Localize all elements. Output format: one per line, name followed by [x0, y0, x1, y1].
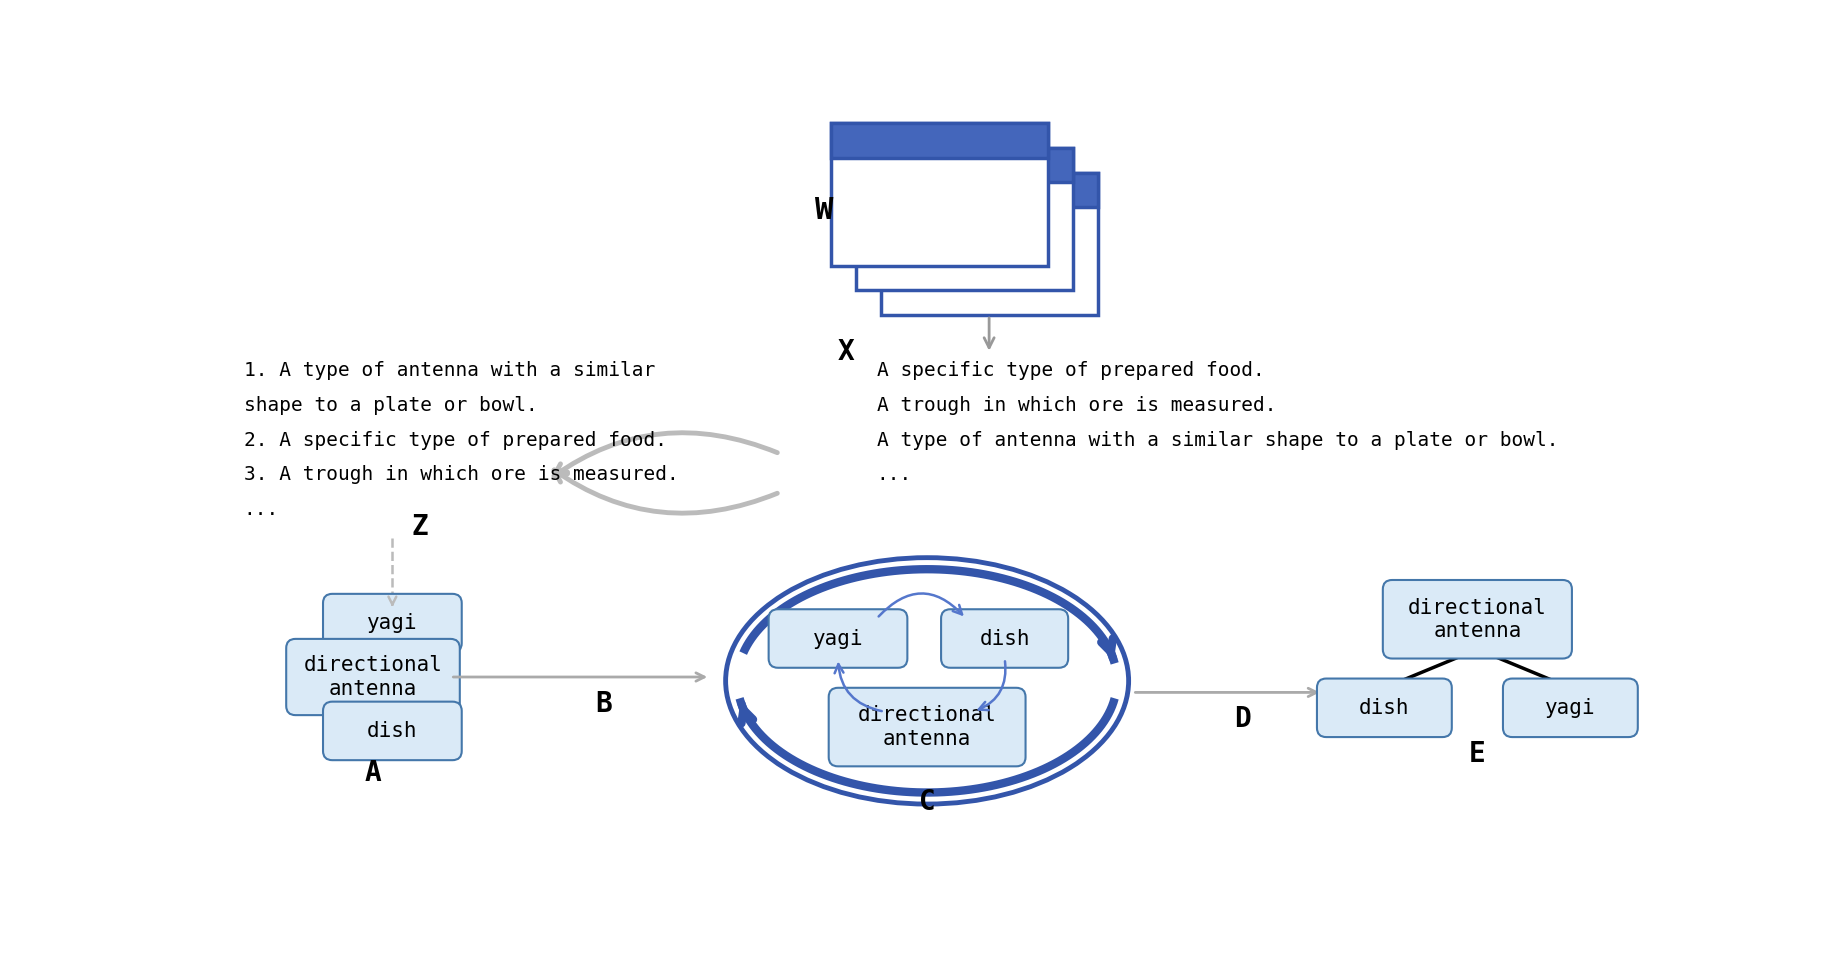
- Text: 2. A specific type of prepared food.: 2. A specific type of prepared food.: [244, 431, 667, 449]
- Bar: [830, 123, 1049, 157]
- Text: ...: ...: [876, 466, 911, 484]
- FancyBboxPatch shape: [1317, 679, 1451, 737]
- Text: B: B: [595, 689, 612, 717]
- Text: A: A: [364, 759, 382, 787]
- FancyBboxPatch shape: [1383, 580, 1572, 658]
- FancyBboxPatch shape: [941, 609, 1067, 668]
- Text: A type of antenna with a similar shape to a plate or bowl.: A type of antenna with a similar shape t…: [876, 431, 1558, 449]
- Text: yagi: yagi: [367, 613, 417, 633]
- FancyBboxPatch shape: [323, 594, 461, 653]
- Text: W: W: [816, 196, 834, 225]
- Text: yagi: yagi: [812, 629, 863, 649]
- FancyBboxPatch shape: [323, 702, 461, 761]
- Text: Z: Z: [411, 513, 428, 541]
- Ellipse shape: [726, 557, 1128, 804]
- Text: C: C: [918, 789, 935, 817]
- Text: directional
antenna: directional antenna: [303, 656, 443, 699]
- Text: A specific type of prepared food.: A specific type of prepared food.: [876, 362, 1264, 381]
- Text: directional
antenna: directional antenna: [858, 706, 996, 749]
- FancyBboxPatch shape: [287, 639, 459, 715]
- Text: dish: dish: [979, 629, 1031, 649]
- Text: dish: dish: [1359, 698, 1409, 718]
- Bar: [880, 173, 1099, 207]
- Text: D: D: [1234, 705, 1251, 733]
- Bar: [856, 148, 1073, 182]
- Text: A trough in which ore is measured.: A trough in which ore is measured.: [876, 396, 1277, 415]
- FancyBboxPatch shape: [1503, 679, 1639, 737]
- Bar: [880, 173, 1099, 315]
- FancyBboxPatch shape: [828, 687, 1025, 766]
- Text: yagi: yagi: [1545, 698, 1596, 718]
- Text: shape to a plate or bowl.: shape to a plate or bowl.: [244, 396, 538, 415]
- Text: E: E: [1470, 739, 1486, 767]
- Text: 1. A type of antenna with a similar: 1. A type of antenna with a similar: [244, 362, 654, 381]
- Text: X: X: [838, 338, 854, 366]
- Bar: [856, 148, 1073, 290]
- Text: dish: dish: [367, 721, 417, 741]
- Text: ...: ...: [244, 500, 279, 519]
- Text: 3. A trough in which ore is measured.: 3. A trough in which ore is measured.: [244, 466, 678, 484]
- Text: directional
antenna: directional antenna: [1407, 598, 1547, 641]
- Bar: [830, 123, 1049, 266]
- FancyBboxPatch shape: [768, 609, 907, 668]
